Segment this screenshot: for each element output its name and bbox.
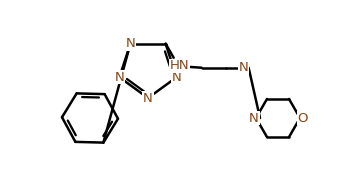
- Text: N: N: [249, 111, 259, 124]
- Text: N: N: [115, 71, 124, 84]
- Text: N: N: [143, 91, 153, 104]
- Text: N: N: [239, 61, 248, 74]
- Text: O: O: [298, 111, 308, 124]
- Text: HN: HN: [170, 59, 190, 72]
- Text: N: N: [126, 37, 135, 50]
- Text: N: N: [172, 71, 181, 84]
